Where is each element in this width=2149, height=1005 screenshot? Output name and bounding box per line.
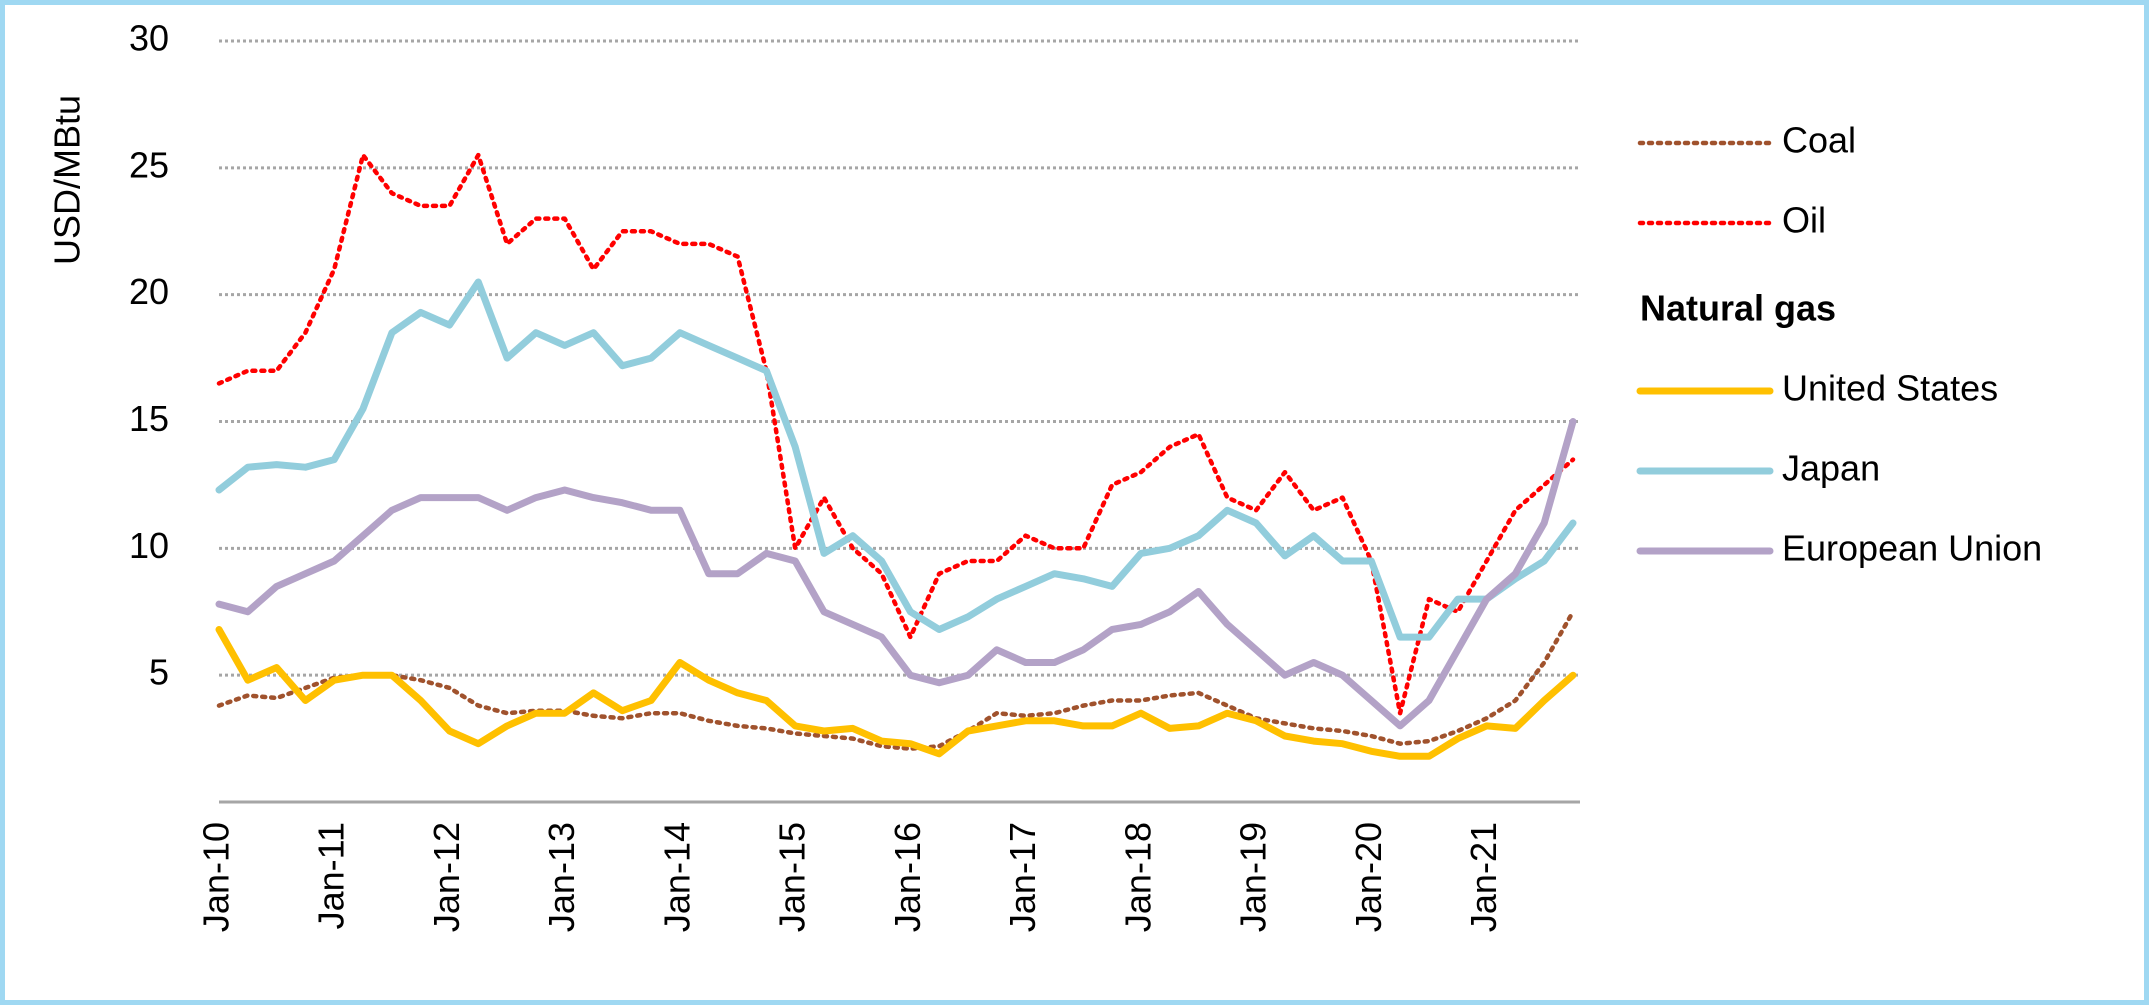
y-tick-label: 30: [129, 18, 169, 59]
x-tick-label: Jan-11: [311, 822, 352, 929]
legend-title: Natural gas: [1640, 288, 1836, 329]
x-tick-label: Jan-10: [196, 822, 237, 932]
x-tick-label: Jan-20: [1348, 822, 1389, 932]
y-tick-label: 15: [129, 398, 169, 439]
y-tick-label: 20: [129, 271, 169, 312]
x-tick-label: Jan-18: [1117, 822, 1158, 932]
x-tick-label: Jan-12: [426, 822, 467, 932]
x-tick-label: Jan-15: [772, 822, 813, 932]
legend-label: Coal: [1782, 120, 1856, 161]
legend-label: United States: [1782, 368, 1998, 409]
x-tick-label: Jan-14: [656, 822, 697, 932]
x-tick-label: Jan-21: [1463, 822, 1504, 932]
line-1: [216, 152, 1576, 716]
legend-label: Japan: [1782, 448, 1880, 489]
legend-label: European Union: [1782, 528, 2042, 569]
x-tick-label: Jan-19: [1233, 822, 1274, 932]
legend-label: Oil: [1782, 200, 1826, 241]
line-3: [215, 278, 1577, 641]
line-2: [215, 626, 1577, 760]
y-tick-label: 5: [149, 652, 169, 693]
y-axis-label: USD/MBtu: [47, 95, 88, 265]
line-4: [215, 418, 1577, 730]
x-tick-label: Jan-17: [1002, 822, 1043, 932]
x-tick-label: Jan-13: [541, 822, 582, 932]
y-tick-label: 10: [129, 525, 169, 566]
line-0: [216, 609, 1576, 751]
y-tick-label: 25: [129, 144, 169, 185]
x-tick-label: Jan-16: [887, 822, 928, 932]
